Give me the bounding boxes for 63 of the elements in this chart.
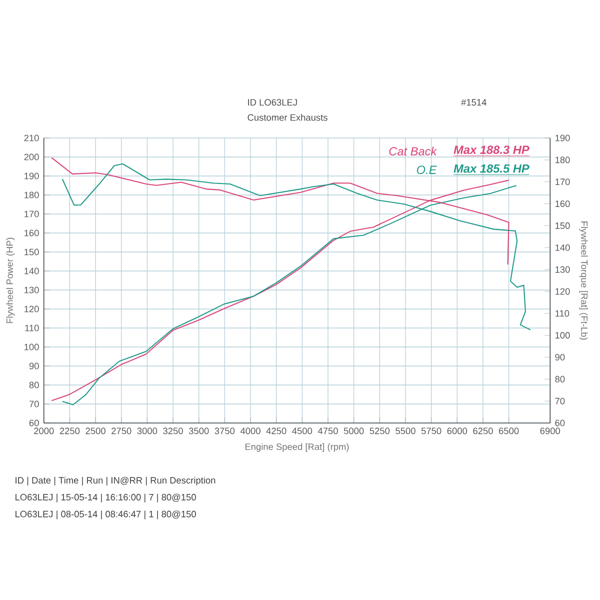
x-tick-label: 2500 <box>86 428 106 434</box>
x-tick-label: 4000 <box>240 428 260 434</box>
y-tick-label: 180 <box>24 192 39 198</box>
y-tick-label: 60 <box>29 420 39 426</box>
y-tick-label: 200 <box>24 154 39 160</box>
annotation: Max 188.3 HP <box>454 146 530 154</box>
x-tick-label: 3500 <box>188 428 209 434</box>
y2-tick-label: 190 <box>555 134 570 142</box>
y-axis-title: Flywheel Power (HP) <box>6 238 15 324</box>
y-tick-label: 70 <box>29 400 39 408</box>
y-tick-label: 160 <box>24 230 39 236</box>
x-tick-label: 3750 <box>214 428 235 434</box>
x-tick-label: 5500 <box>396 428 416 434</box>
y2-axis-title: Flywheel Torque [Rat] (Ft-Lb) <box>579 222 588 340</box>
annotation: Max 185.5 HP <box>454 164 530 173</box>
y-tick-label: 100 <box>24 344 39 350</box>
text: Customer Exhausts <box>248 114 328 121</box>
text: Cat Back <box>389 146 438 156</box>
y2-tick-label: 150 <box>555 222 570 229</box>
y2-tick-label: 60 <box>555 420 565 426</box>
x-tick-label: 6900 <box>540 428 560 434</box>
y2-tick-label: 140 <box>555 244 570 251</box>
y-tick-label: 140 <box>24 268 39 274</box>
y-tick-label: 120 <box>24 306 39 312</box>
x-tick-label: 4500 <box>292 428 312 434</box>
text: O.E <box>416 166 437 174</box>
y2-tick-label: 100 <box>555 332 570 339</box>
x-tick-label: 6500 <box>499 428 519 434</box>
text: LO63LEJ | 15-05-14 | 16:16:00 | 7 | 80@150 <box>16 494 196 502</box>
y-tick-label: 90 <box>29 362 39 370</box>
x-axis-title: Engine Speed [Rat] (rpm) <box>245 443 349 452</box>
x-tick-label: 2750 <box>112 428 132 434</box>
x-tick-label: 4750 <box>318 428 338 434</box>
x-tick-label: 5750 <box>421 428 442 434</box>
y-tick-label: 130 <box>24 286 39 294</box>
x-tick-label: 2250 <box>60 428 80 434</box>
y-tick-label: 170 <box>24 210 39 218</box>
y2-tick-label: 170 <box>555 178 570 186</box>
text: LO63LEJ | 08-05-14 | 08:46:47 | 1 | 80@150 <box>16 510 196 520</box>
y2-tick-label: 160 <box>555 200 570 208</box>
x-tick-label: 6250 <box>473 428 493 434</box>
y2-tick-label: 120 <box>555 288 570 295</box>
y-tick-label: 150 <box>24 248 39 256</box>
y2-tick-label: 80 <box>555 376 565 382</box>
y-tick-label: 210 <box>24 134 39 142</box>
y2-tick-label: 180 <box>555 156 570 164</box>
text: #1514 <box>461 99 486 106</box>
x-tick-label: 6000 <box>447 428 468 434</box>
x-tick-label: 3250 <box>163 428 183 434</box>
y2-tick-label: 130 <box>555 266 570 273</box>
x-tick-label: 2000 <box>34 428 54 434</box>
y-tick-label: 190 <box>24 172 39 180</box>
x-tick-label: 4250 <box>266 428 286 434</box>
x-tick-label: 5000 <box>344 428 364 434</box>
y2-tick-label: 110 <box>555 310 570 317</box>
text: ID LO63LEJ <box>248 99 297 106</box>
y-tick-label: 80 <box>29 382 39 388</box>
y2-tick-label: 70 <box>555 398 565 404</box>
y-tick-label: 110 <box>25 324 39 332</box>
x-tick-label: 5250 <box>370 428 390 434</box>
text: ID | Date | Time | Run | IN@RR | Run Description <box>16 476 216 486</box>
y2-tick-label: 90 <box>555 354 565 360</box>
x-tick-label: 3000 <box>137 428 158 434</box>
